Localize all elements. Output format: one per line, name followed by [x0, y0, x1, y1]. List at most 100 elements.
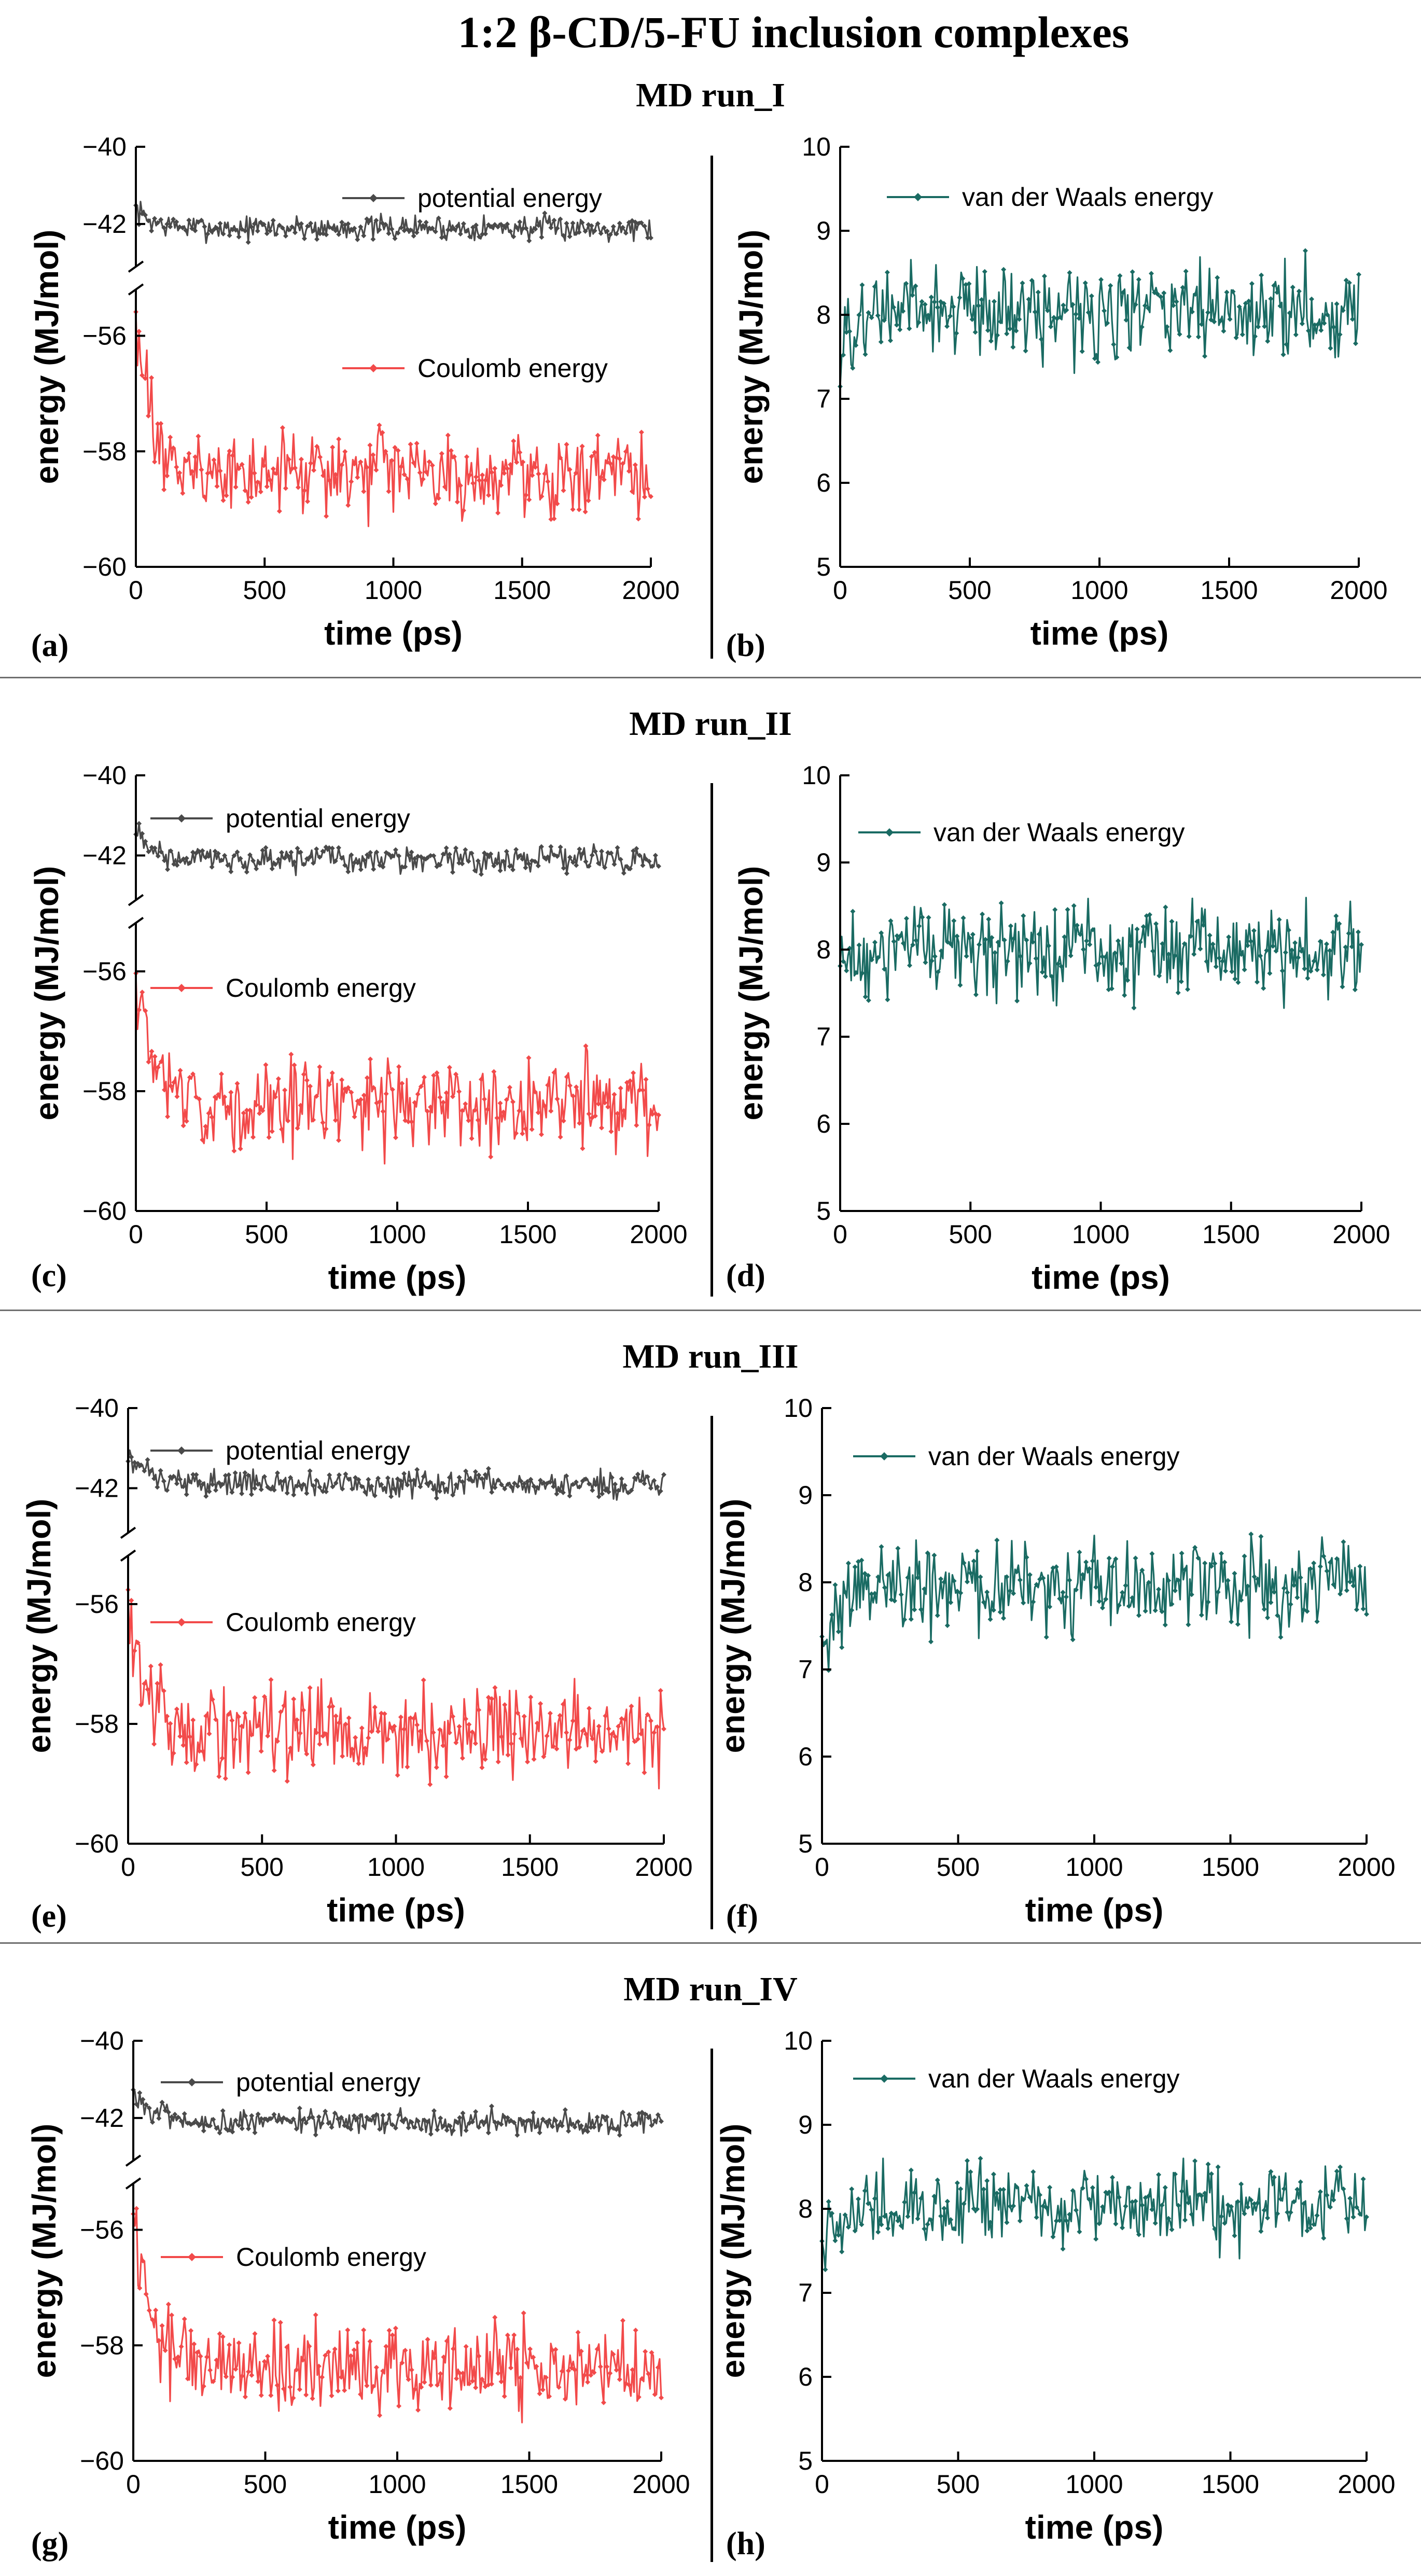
data-point-marker [634, 1122, 639, 1128]
data-point-marker [1210, 941, 1216, 947]
data-point-marker [180, 225, 186, 231]
data-point-marker [1205, 1599, 1211, 1605]
data-point-marker [965, 2158, 970, 2164]
data-point-marker [298, 850, 303, 855]
data-point-marker [274, 1738, 280, 1744]
data-point-marker [477, 234, 482, 240]
data-point-marker [252, 221, 257, 227]
data-point-marker [1199, 322, 1204, 327]
data-point-marker [247, 852, 253, 858]
data-point-marker [608, 850, 614, 856]
data-point-marker [895, 2218, 901, 2224]
data-point-marker [638, 429, 644, 435]
data-point-marker [415, 2118, 421, 2124]
data-point-marker [369, 1483, 374, 1489]
data-point-marker [310, 2396, 315, 2401]
data-point-marker [301, 1071, 307, 1077]
data-point-marker [872, 284, 877, 289]
data-point-marker [297, 1730, 303, 1736]
data-point-marker [866, 1572, 871, 1578]
data-point-marker [1356, 272, 1361, 277]
data-point-marker [420, 222, 426, 228]
data-point-marker [570, 1482, 576, 1487]
x-tick-label: 500 [937, 2470, 980, 2499]
data-point-marker [488, 1154, 494, 1160]
data-point-marker [361, 1092, 367, 1098]
data-point-marker [527, 2118, 533, 2124]
data-point-marker [1219, 1551, 1224, 1556]
data-point-marker [149, 1049, 155, 1054]
data-point-marker [239, 1723, 245, 1729]
data-point-marker [971, 2206, 977, 2211]
data-point-marker [1152, 1608, 1158, 1613]
data-point-marker [606, 1726, 611, 1732]
data-point-marker [140, 831, 145, 837]
data-point-marker [152, 459, 158, 465]
data-point-marker [518, 2117, 523, 2122]
data-point-marker [193, 1472, 199, 1478]
data-point-marker [960, 915, 966, 921]
data-point-marker [271, 2112, 277, 2118]
data-point-marker [1338, 2164, 1343, 2170]
data-point-marker [915, 1575, 921, 1581]
data-point-marker [527, 2346, 533, 2352]
data-point-marker [156, 2338, 162, 2344]
data-point-marker [534, 2124, 539, 2129]
data-point-marker [308, 854, 313, 860]
data-point-marker [1314, 967, 1320, 972]
data-point-marker [136, 820, 142, 826]
data-point-marker [567, 467, 573, 472]
data-point-marker [517, 219, 523, 225]
data-point-marker [538, 844, 544, 850]
data-point-marker [301, 1707, 307, 1713]
data-point-marker [1298, 1575, 1303, 1580]
data-point-marker [835, 1629, 841, 1635]
data-point-marker [134, 2206, 140, 2211]
data-point-marker [960, 276, 966, 282]
data-point-marker [1070, 302, 1076, 308]
y-tick-label: 7 [816, 1022, 831, 1051]
data-point-marker [146, 849, 151, 855]
data-point-marker [159, 2323, 165, 2329]
data-point-marker [1004, 1574, 1010, 1580]
data-point-marker [638, 1731, 644, 1737]
data-point-marker [1212, 2226, 1218, 2232]
data-point-marker [406, 2377, 411, 2383]
data-point-marker [501, 2393, 507, 2399]
data-point-marker [1350, 2214, 1356, 2220]
data-point-marker [257, 860, 262, 866]
data-point-marker [1328, 2204, 1333, 2210]
data-point-marker [489, 1489, 495, 1495]
data-point-marker [398, 225, 404, 231]
data-point-marker [518, 2375, 523, 2380]
data-point-marker [476, 2124, 482, 2130]
data-point-marker [842, 2212, 848, 2218]
data-point-marker [593, 1482, 598, 1487]
data-point-marker [558, 216, 563, 222]
data-point-marker [330, 1704, 336, 1709]
data-point-marker [495, 2120, 501, 2125]
data-point-marker [411, 1478, 416, 1483]
data-point-marker [1047, 1604, 1053, 1610]
data-point-marker [277, 2320, 283, 2326]
data-point-marker [1130, 269, 1135, 275]
data-point-marker [191, 2120, 197, 2125]
data-point-marker [235, 1482, 241, 1488]
data-point-marker [326, 2349, 331, 2355]
data-point-marker [361, 2123, 367, 2129]
data-point-marker [307, 2115, 312, 2121]
y-tick-label: 9 [816, 848, 831, 877]
data-point-marker [520, 459, 526, 465]
data-point-marker [427, 1480, 433, 1485]
data-point-marker [1288, 2209, 1293, 2215]
data-point-marker [339, 219, 345, 225]
data-point-marker [1179, 1550, 1185, 1556]
data-point-marker [233, 227, 239, 233]
data-point-marker [150, 2119, 156, 2125]
data-point-marker [961, 2201, 967, 2207]
data-point-marker [165, 867, 171, 872]
data-point-marker [409, 850, 414, 855]
data-point-marker [1133, 2198, 1138, 2204]
data-point-marker [910, 293, 915, 298]
data-point-marker [652, 853, 658, 858]
